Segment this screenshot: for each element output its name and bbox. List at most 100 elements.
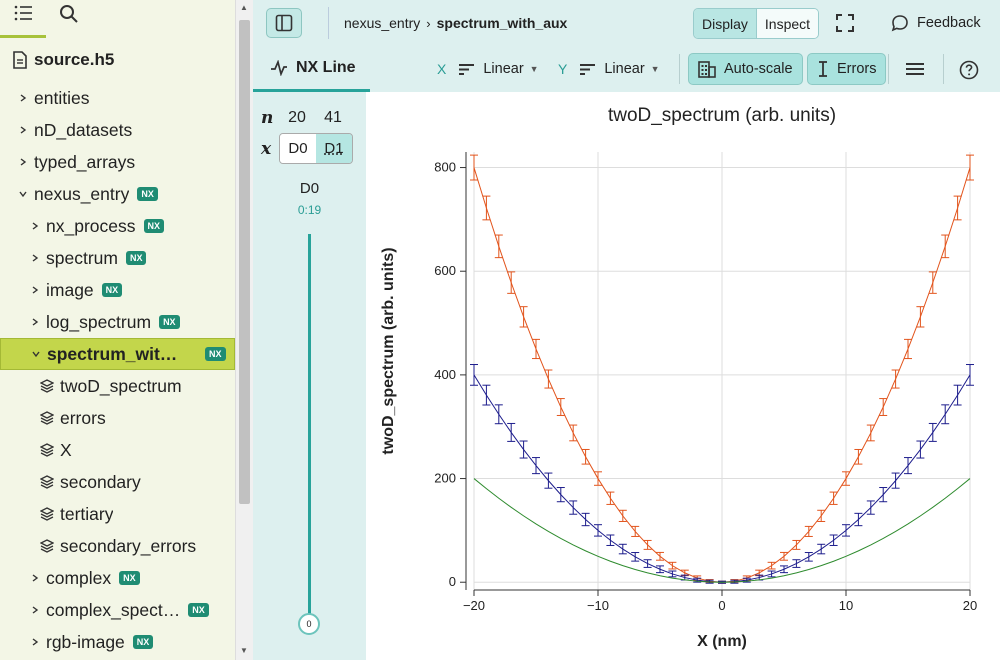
- tree-item-label: typed_arrays: [34, 151, 136, 172]
- tree-item-label: X: [60, 439, 72, 460]
- dataset-item[interactable]: X: [0, 434, 235, 466]
- help-button[interactable]: [959, 60, 979, 85]
- chevron-right-icon: [24, 573, 46, 583]
- scroll-down-icon[interactable]: ▼: [240, 646, 248, 655]
- tree-group-item[interactable]: nexus_entry NX: [0, 178, 235, 210]
- tree-group-item[interactable]: rgb-image NX: [0, 626, 235, 658]
- y-scale-select[interactable]: Y Linear ▼: [558, 61, 660, 77]
- dataset-item[interactable]: secondary: [0, 466, 235, 498]
- search-icon: [60, 5, 78, 23]
- divider: [943, 54, 944, 84]
- auto-scale-toggle[interactable]: Auto-scale: [688, 53, 803, 85]
- feedback-label: Feedback: [917, 15, 981, 31]
- toggle-sidebar-button[interactable]: [266, 8, 302, 38]
- dim-size-d0: 20: [288, 109, 306, 126]
- errors-toggle[interactable]: Errors: [807, 53, 887, 85]
- nx-badge: NX: [132, 635, 154, 649]
- y-tick-label: 600: [434, 263, 456, 278]
- breadcrumb-parent[interactable]: nexus_entry: [344, 15, 421, 31]
- chevron-right-icon: [24, 285, 46, 295]
- line-chart[interactable]: −20 −10 0 10 20 0 200 400 600 800 twoD_spectrum (a…: [366, 92, 1000, 660]
- dataset-layers-icon: [38, 411, 56, 425]
- error-bar-icon: [819, 61, 827, 77]
- x-tick-label: 20: [963, 598, 977, 613]
- tree-item-label: spectrum: [46, 247, 118, 268]
- y-tick-label: 200: [434, 471, 456, 486]
- dataset-layers-icon: [38, 475, 56, 489]
- tree-group-item[interactable]: typed_arrays: [0, 146, 235, 178]
- caret-down-icon: ▼: [529, 64, 539, 74]
- tab-browse[interactable]: [0, 0, 46, 38]
- inspect-button[interactable]: Inspect: [756, 9, 819, 38]
- nx-badge: NX: [159, 315, 180, 329]
- scroll-up-icon[interactable]: ▲: [240, 3, 248, 12]
- divider: [888, 54, 889, 84]
- chevron-right-icon: ›: [426, 15, 431, 31]
- breadcrumb-current: spectrum_with_aux: [436, 15, 568, 31]
- sidebar: source.h5 entities nD_datasets typed_array…: [0, 0, 235, 660]
- tree-item-label: complex: [46, 567, 112, 588]
- display-button[interactable]: Display: [694, 9, 757, 38]
- tree-group-item[interactable]: nD_datasets: [0, 114, 235, 146]
- tree-item-label: errors: [60, 407, 106, 428]
- line-chart-icon: [271, 59, 287, 76]
- sort-icon: [459, 64, 475, 75]
- dataset-item[interactable]: twoD_spectrum: [0, 370, 235, 402]
- dataset-layers-icon: [38, 539, 56, 553]
- tree-item-label: image: [46, 279, 94, 300]
- tree-group-item[interactable]: entities: [0, 82, 235, 114]
- feedback-button[interactable]: Feedback: [891, 14, 981, 32]
- chevron-right-icon: [12, 125, 34, 135]
- dataset-item[interactable]: secondary_errors: [0, 530, 235, 562]
- visualization-toolbar: NX Line X Linear ▼ Y Linear ▼ Auto-scale…: [253, 46, 1000, 92]
- mode-switch: Display Inspect: [693, 8, 820, 39]
- tree-group-item[interactable]: nx_process NX: [0, 210, 235, 242]
- dataset-layers-icon: [38, 507, 56, 521]
- chevron-down-icon: [25, 349, 47, 359]
- nx-badge: NX: [143, 219, 165, 233]
- nx-badge: NX: [205, 347, 226, 361]
- tree-group-item[interactable]: spectrum_wit… NX: [0, 338, 235, 370]
- chevron-right-icon: [24, 637, 46, 647]
- tree-item-label: secondary_errors: [60, 535, 197, 556]
- file-root[interactable]: source.h5: [0, 38, 235, 82]
- list-icon: [14, 5, 32, 21]
- nx-badge: NX: [101, 283, 123, 297]
- auto-scale-label: Auto-scale: [724, 61, 793, 77]
- chevron-right-icon: [24, 253, 46, 263]
- sidebar-scrollbar[interactable]: ▲ ▼: [235, 0, 253, 660]
- nx-badge: NX: [137, 187, 158, 201]
- x-dim-buttons: D0 D1: [279, 133, 353, 164]
- fullscreen-icon: [836, 14, 854, 32]
- tree-group-item[interactable]: image NX: [0, 274, 235, 306]
- x-scale-select[interactable]: X Linear ▼: [437, 61, 539, 77]
- x-axis-letter: X: [437, 61, 447, 77]
- tree-item-label: twoD_spectrum: [60, 375, 182, 396]
- y-scale-value: Linear: [604, 61, 645, 77]
- tree-group-item[interactable]: complex_spect… NX: [0, 594, 235, 626]
- dataset-item[interactable]: errors: [0, 402, 235, 434]
- dim-d0-button[interactable]: D0: [280, 134, 316, 163]
- slider-track[interactable]: [308, 234, 311, 616]
- scrollbar-thumb[interactable]: [239, 20, 250, 504]
- x-tick-label: −10: [587, 598, 609, 613]
- tree-item-label: log_spectrum: [46, 311, 152, 332]
- menu-button[interactable]: [905, 60, 925, 83]
- tree-group-item[interactable]: log_spectrum NX: [0, 306, 235, 338]
- y-tick-label: 800: [434, 160, 456, 175]
- tree-item-label: tertiary: [60, 503, 114, 524]
- n-label: n: [261, 108, 274, 128]
- tab-nx-line[interactable]: NX Line: [253, 46, 370, 92]
- tab-search[interactable]: [46, 0, 92, 38]
- tree-group-item[interactable]: spectrum NX: [0, 242, 235, 274]
- dataset-item[interactable]: tertiary: [0, 498, 235, 530]
- fullscreen-button[interactable]: [836, 14, 854, 37]
- slider-thumb[interactable]: 0: [298, 613, 320, 635]
- sidebar-tabs: [0, 0, 235, 38]
- dim-d1-button[interactable]: D1: [316, 134, 352, 163]
- dims-size-row: n 20 41: [261, 108, 351, 128]
- x-axis-mapping-row: x D0 D1: [261, 133, 353, 164]
- tree-group-item[interactable]: complex NX: [0, 562, 235, 594]
- y-tick-label: 0: [449, 574, 456, 589]
- dataset-layers-icon: [38, 379, 56, 393]
